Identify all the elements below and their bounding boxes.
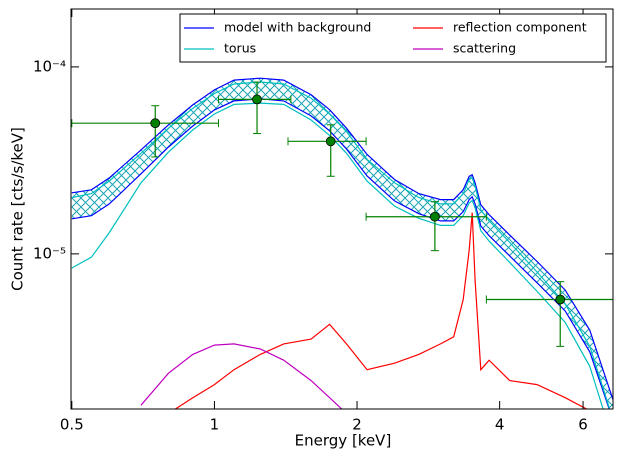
axes: 0.5 1 2 4 6 10⁻⁵ 10⁻⁴ [33,9,613,434]
legend: model with background torus reflection com… [179,13,607,63]
frame [70,8,614,410]
y-tick-label: 10⁻⁴ [33,57,66,75]
series-line [71,98,610,409]
legend-label: scattering [453,41,516,56]
data-point [150,118,161,129]
y-tick-label: 10⁻⁵ [33,244,66,262]
data-point [555,294,566,305]
x-axis-label: Energy [keV] [295,432,392,450]
plot-area [71,77,613,409]
x-tick-label: 1 [210,416,220,434]
data-point [325,136,336,147]
y-axis-label: Count rate [cts/s/keV] [9,127,27,291]
series-line [71,102,604,409]
series-line [174,212,588,409]
x-tick-label: 0.5 [60,416,84,434]
series-line [71,81,611,409]
x-tick-label: 6 [578,416,588,434]
series-line [140,343,343,409]
legend-label: torus [224,41,256,56]
legend-label: model with background [224,20,371,35]
series-line [71,77,613,400]
legend-label: reflection component [453,20,587,35]
legend-box [179,13,607,63]
data-point [429,211,440,222]
data-point [252,94,262,105]
x-tick-label: 2 [352,416,362,434]
x-tick-label: 4 [495,416,505,434]
